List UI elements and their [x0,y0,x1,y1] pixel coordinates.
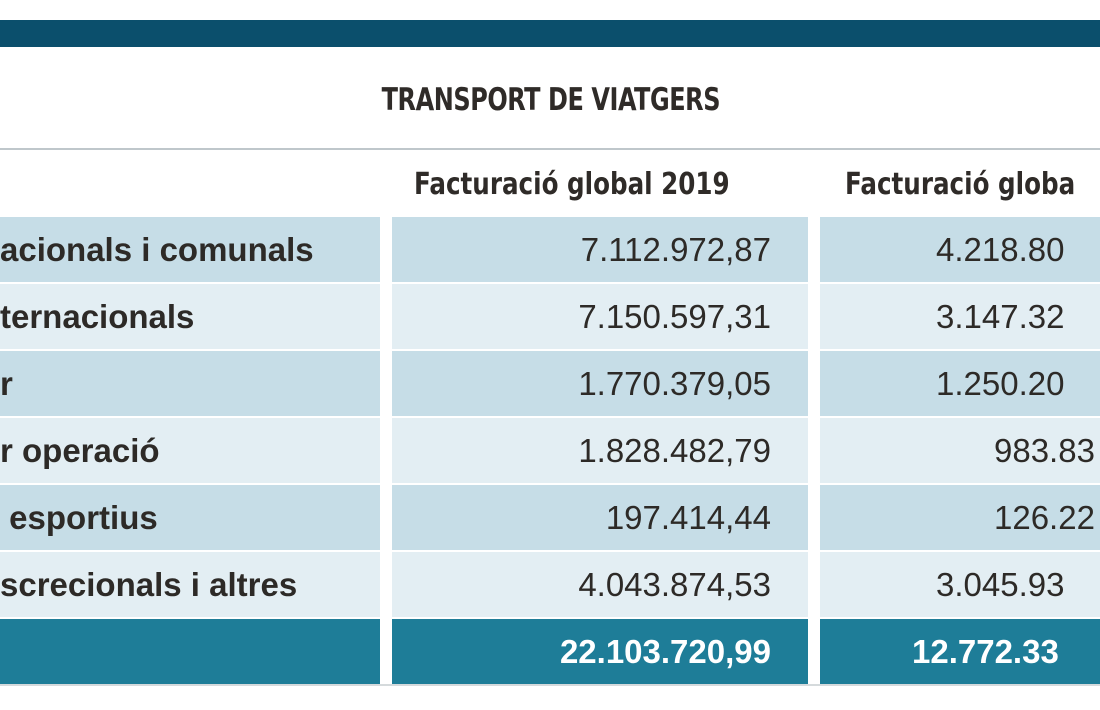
row-label: r operació [0,418,380,483]
row-value-2019: 7.112.972,87 [392,217,808,282]
row-value-2020: 4.218.80 [820,217,1100,282]
column-header-2020: Facturació globa [845,167,1076,202]
row-value-2020: 983.83 [820,418,1100,483]
row-value-2019: 197.414,44 [392,485,808,550]
total-value-2020: 12.772.33 [820,619,1100,684]
row-label: screcionals i altres [0,552,380,617]
row-value-2019: 1.770.379,05 [392,351,808,416]
row-value-2020: 1.250.20 [820,351,1100,416]
row-label: r [0,351,380,416]
row-value-2019: 1.828.482,79 [392,418,808,483]
row-label: acionals i comunals [0,217,380,282]
header-divider [0,148,1100,150]
row-value-2019: 7.150.597,31 [392,284,808,349]
row-value-2019: 4.043.874,53 [392,552,808,617]
row-value-2020: 3.045.93 [820,552,1100,617]
row-label: esportius [0,485,380,550]
row-value-2020: 126.22 [820,485,1100,550]
row-label: ternacionals [0,284,380,349]
total-label-cell [0,619,380,684]
top-accent-bar [0,20,1100,47]
column-header-2019: Facturació global 2019 [414,167,730,202]
table-title: TRANSPORT DE VIATGERS [381,82,721,118]
bottom-divider [0,684,1100,686]
total-value-2019: 22.103.720,99 [392,619,808,684]
row-value-2020: 3.147.32 [820,284,1100,349]
